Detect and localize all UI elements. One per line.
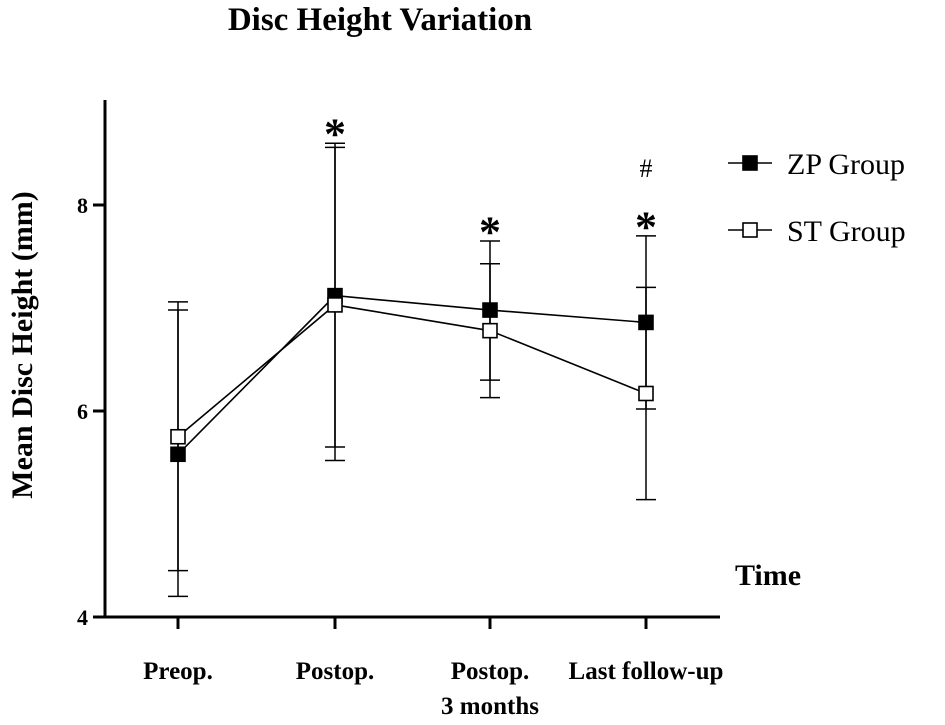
st-marker [327,297,343,313]
y-axis-label: Mean Disc Height (mm) [6,191,39,498]
legend-item-zp: ZP Group [728,148,905,181]
zp-marker [638,314,654,331]
significance-star: * [324,110,346,159]
series-line-st [177,304,647,438]
significance-star: * [479,207,501,256]
x-tick-label: Postop. [451,658,529,685]
legend-marker [742,155,758,171]
axes: 4 6 8 Preop. Postop. Postop. 3 months Last foll… [77,100,723,720]
significance-hash: # [640,154,653,183]
chart-title: Disc Height Variation [228,2,532,38]
st-marker [638,385,654,402]
significance-star: * [635,202,657,251]
st-marker [170,428,186,445]
data-markers [170,287,654,463]
legend-label: ZP Group [787,148,905,181]
x-tick-label: Last follow-up [569,658,724,685]
series-lines [177,294,647,455]
y-tick-label: 6 [77,399,88,424]
x-tick-label: Preop. [143,658,213,685]
legend-item-st: ST Group [728,215,906,248]
legend-marker [742,222,758,238]
series-line-zp [177,294,647,455]
y-tick-label: 4 [77,605,88,630]
error-bars [168,142,656,598]
zp-marker [170,446,186,463]
zp-marker [482,302,498,318]
legend: ZP Group ST Group [728,148,906,248]
x-axis-title: Time [735,559,801,592]
x-tick-label: 3 months [441,693,539,720]
st-marker [482,322,498,339]
legend-label: ST Group [787,215,906,248]
y-tick-label: 8 [77,193,88,218]
significance-annotations: * * * # [324,110,657,257]
x-tick-label: Postop. [296,658,374,685]
